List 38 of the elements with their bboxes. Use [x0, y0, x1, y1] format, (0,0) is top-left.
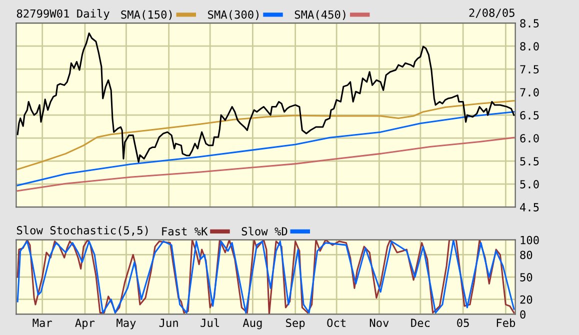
legend-label: Fast %K — [162, 227, 208, 236]
y-tick-label: 7.5 — [520, 65, 539, 74]
y-tick-label: 6.5 — [520, 111, 539, 120]
chart-title: Slow Stochastic(5,5) — [16, 226, 148, 236]
x-tick-label: Jul — [200, 318, 220, 328]
x-tick-label: 05 — [457, 318, 469, 328]
x-tick-label: Nov — [370, 318, 389, 328]
legend-label: Slow %D — [242, 226, 288, 236]
text: 2/08/05 — [469, 8, 514, 18]
x-tick-label: Jun — [159, 318, 178, 328]
y-tick-label: 20 — [520, 295, 532, 304]
x-tick-label: Apr — [75, 318, 95, 330]
chart-title: 82799W01 Daily — [16, 9, 110, 20]
x-tick-label: May — [116, 318, 136, 330]
legend-label: SMA(300) — [208, 10, 258, 20]
y-tick-label: 100 — [520, 236, 539, 244]
y-tick-label: 50 — [520, 273, 532, 282]
y-tick-label: 7.0 — [520, 88, 539, 96]
x-tick-label: Sep — [286, 318, 305, 330]
line-series — [16, 100, 515, 170]
x-tick-label: Feb — [496, 318, 516, 328]
x-tick-label: Dec — [411, 318, 430, 328]
y-tick-label: 8.0 — [520, 42, 539, 51]
y-tick-label: 0 — [520, 310, 526, 319]
y-tick-label: 6.0 — [520, 134, 539, 142]
y-tick-label: 80 — [520, 250, 532, 260]
x-tick-label: Oct — [327, 318, 346, 328]
y-tick-label: 5.0 — [520, 180, 539, 188]
legend-label: SMA(150) — [121, 10, 172, 20]
x-tick-label: Mar — [32, 318, 52, 328]
line-series — [16, 32, 515, 163]
line-series — [16, 111, 515, 186]
y-tick-label: 5.5 — [520, 157, 539, 166]
line-series — [16, 136, 515, 192]
legend-label: SMA(450) — [294, 10, 346, 20]
x-tick-label: Aug — [242, 318, 262, 330]
y-tick-label: 4.5 — [520, 203, 539, 212]
y-tick-label: 8.5 — [520, 19, 539, 28]
